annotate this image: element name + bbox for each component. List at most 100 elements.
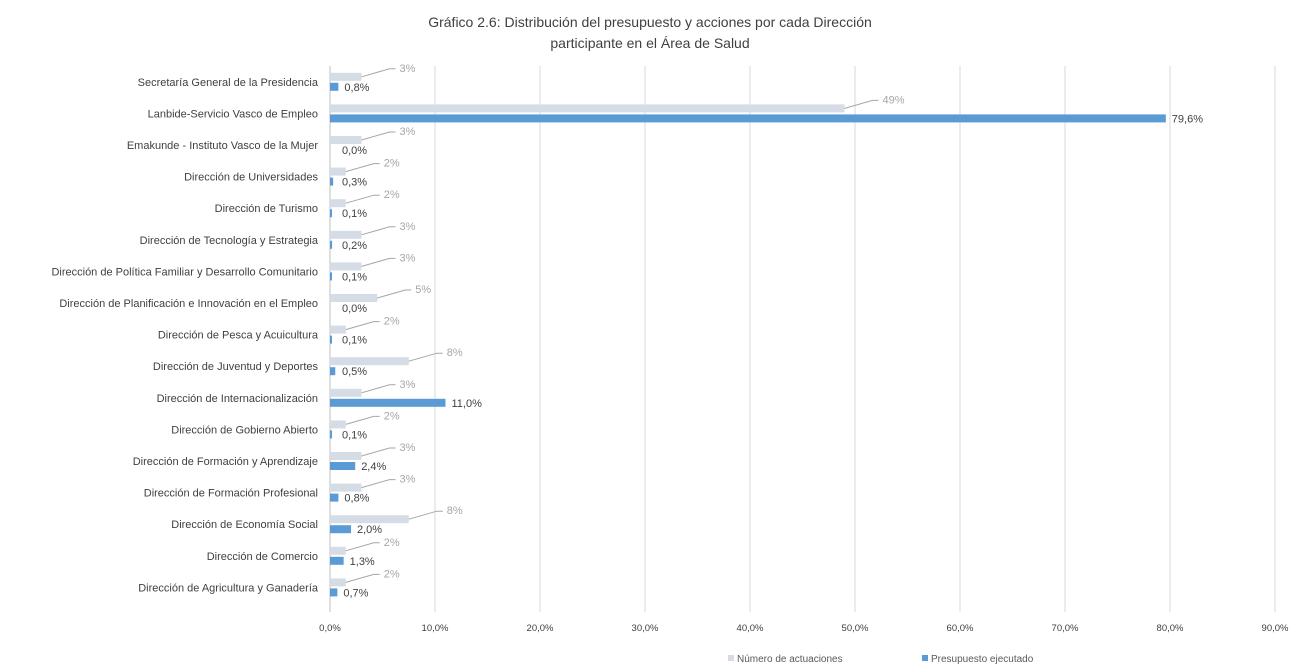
data-label-numero-actuaciones: 8%	[447, 505, 463, 517]
category-label: Dirección de Tecnología y Estrategia	[140, 235, 319, 247]
category-label: Dirección de Política Familiar y Desarro…	[51, 266, 318, 278]
x-tick-label: 40,0%	[737, 623, 764, 634]
data-label-presupuesto: 0,8%	[344, 82, 369, 94]
x-tick-label: 80,0%	[1157, 623, 1184, 634]
chart-title: Gráfico 2.6: Distribución del presupuest…	[330, 12, 970, 54]
x-tick-label: 20,0%	[527, 623, 554, 634]
x-axis-tick-labels: 0,0% 10,0% 20,0% 30,0% 40,0% 50,0% 60,0% 70,0% 8…	[319, 623, 1289, 634]
bar-presupuesto-ejecutado	[330, 493, 339, 502]
bar-presupuesto-ejecutado	[330, 209, 332, 218]
category-label: Dirección de Comercio	[207, 551, 318, 563]
bar-numero-actuaciones	[330, 452, 362, 460]
category-label: Dirección de Formación Profesional	[144, 488, 318, 500]
data-label-presupuesto: 11,0%	[452, 398, 483, 410]
bar-presupuesto-ejecutado	[330, 556, 344, 565]
category-label: Dirección de Agricultura y Ganadería	[138, 582, 319, 594]
data-label-presupuesto: 0,7%	[343, 587, 368, 599]
data-label-presupuesto: 0,1%	[342, 335, 367, 347]
leader-line	[377, 289, 412, 299]
category-label: Dirección de Pesca y Acuicultura	[158, 330, 319, 342]
category-label: Dirección de Formación y Aprendizaje	[133, 456, 318, 468]
data-label-numero-actuaciones: 3%	[400, 63, 416, 75]
bar-presupuesto-ejecutado	[330, 462, 356, 470]
leader-line	[361, 257, 396, 267]
bar-presupuesto-ejecutado	[330, 335, 332, 344]
bar-presupuesto-ejecutado	[330, 398, 446, 407]
data-label-presupuesto: 0,2%	[342, 240, 367, 252]
category-label: Secretaría General de la Presidencia	[138, 77, 319, 89]
bar-numero-actuaciones	[330, 546, 346, 555]
bar-numero-actuaciones	[330, 388, 362, 397]
category-label: Emakunde - Instituto Vasco de la Mujer	[127, 140, 319, 152]
leader-line	[408, 352, 443, 362]
data-label-numero-actuaciones: 3%	[400, 221, 416, 233]
bar-presupuesto-ejecutado	[330, 177, 334, 186]
data-label-presupuesto: 0,5%	[342, 366, 367, 378]
category-labels: Secretaría General de la Presidencia Lanb…	[51, 77, 318, 595]
bar-numero-actuaciones	[330, 167, 346, 176]
gridlines	[329, 66, 1276, 612]
bar-numero-actuaciones	[330, 483, 362, 492]
leader-line	[345, 194, 380, 204]
category-label: Dirección de Juventud y Deportes	[153, 361, 319, 373]
data-label-presupuesto: 0,3%	[342, 177, 367, 189]
chart-title-line-2: participante en el Área de Salud	[550, 35, 750, 51]
bar-presupuesto-ejecutado	[330, 367, 336, 376]
category-label: Dirección de Universidades	[184, 172, 318, 184]
leader-line	[844, 99, 879, 109]
leader-line	[361, 384, 396, 394]
bar-numero-actuaciones	[330, 136, 362, 144]
leader-line	[361, 68, 396, 78]
data-label-presupuesto: 2,4%	[361, 461, 386, 473]
data-label-numero-actuaciones: 3%	[400, 126, 416, 138]
x-tick-label: 0,0%	[319, 623, 341, 634]
bar-numero-actuaciones	[330, 578, 346, 587]
data-label-presupuesto: 0,1%	[342, 271, 367, 283]
data-label-presupuesto: 2,0%	[357, 524, 382, 536]
data-label-numero-actuaciones: 3%	[400, 474, 416, 486]
category-label: Lanbide-Servicio Vasco de Empleo	[148, 108, 318, 120]
bar-numero-actuaciones	[330, 199, 346, 208]
bar-presupuesto-ejecutado	[330, 525, 351, 534]
leader-line	[408, 510, 443, 520]
chart-title-line-1: Gráfico 2.6: Distribución del presupuest…	[428, 14, 872, 30]
bars: 3% 0,8% 49% 79,6% 3% 0,0% 2% 0,3% 2% 0,1% 3% 0,2% 3%…	[330, 63, 1203, 599]
data-label-numero-actuaciones: 5%	[415, 284, 431, 296]
x-tick-label: 10,0%	[422, 623, 449, 634]
bar-numero-actuaciones	[330, 230, 362, 239]
bar-numero-actuaciones	[330, 262, 362, 271]
data-label-numero-actuaciones: 49%	[883, 94, 905, 106]
bar-presupuesto-ejecutado	[330, 272, 332, 281]
bar-numero-actuaciones	[330, 420, 346, 429]
data-label-presupuesto: 0,1%	[342, 208, 367, 220]
bar-presupuesto-ejecutado	[330, 240, 333, 249]
data-label-numero-actuaciones: 3%	[400, 442, 416, 454]
leader-line	[345, 415, 380, 425]
category-label: Dirección de Internacionalización	[157, 393, 318, 405]
bar-presupuesto-ejecutado	[330, 588, 338, 597]
category-label: Dirección de Planificación e Innovación …	[59, 298, 318, 310]
x-tick-label: 90,0%	[1262, 623, 1289, 634]
leader-line	[345, 163, 380, 173]
x-tick-label: 50,0%	[842, 623, 869, 634]
data-label-numero-actuaciones: 2%	[384, 316, 400, 328]
data-label-numero-actuaciones: 2%	[384, 158, 400, 170]
legend-label: Número de actuaciones	[737, 654, 843, 665]
x-tick-label: 60,0%	[947, 623, 974, 634]
bar-numero-actuaciones	[330, 357, 409, 366]
data-label-numero-actuaciones: 3%	[400, 252, 416, 264]
x-tick-label: 70,0%	[1052, 623, 1079, 634]
legend: Número de actuaciones Presupuesto ejecuta…	[728, 654, 1034, 665]
leader-line	[361, 226, 396, 236]
leader-line	[361, 447, 396, 457]
legend-swatch	[728, 655, 734, 661]
category-label: Dirección de Gobierno Abierto	[171, 424, 318, 436]
leader-line	[361, 479, 396, 489]
bar-numero-actuaciones	[330, 294, 378, 302]
bar-presupuesto-ejecutado	[330, 430, 332, 439]
leader-line	[345, 573, 380, 583]
data-label-presupuesto: 79,6%	[1172, 113, 1203, 125]
data-label-presupuesto: 0,0%	[342, 303, 367, 315]
data-label-numero-actuaciones: 3%	[400, 379, 416, 391]
bar-presupuesto-ejecutado	[330, 114, 1166, 123]
